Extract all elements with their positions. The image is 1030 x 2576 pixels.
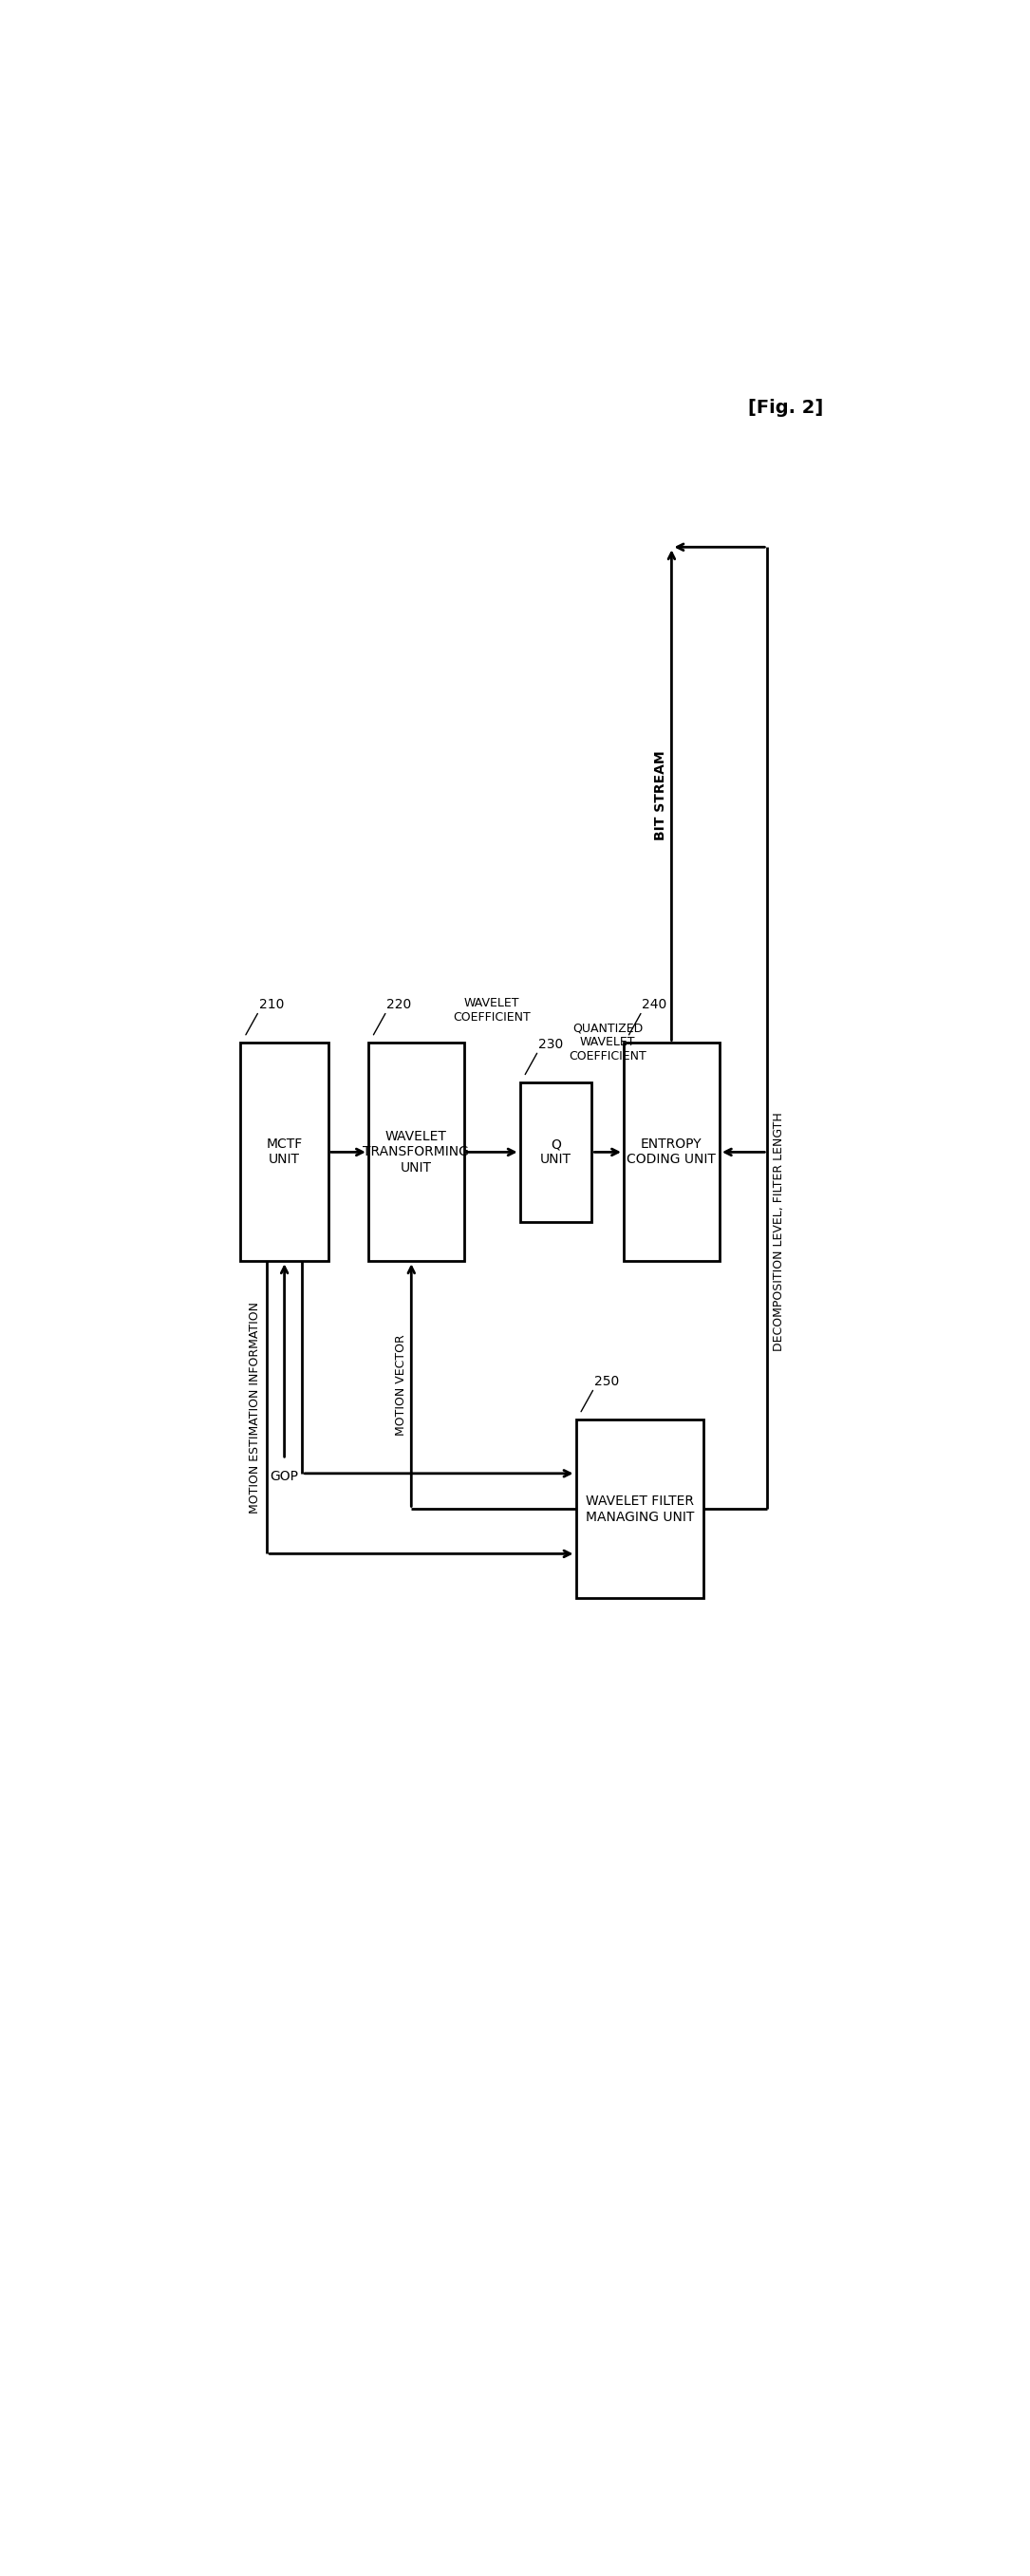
Bar <box>241 1043 329 1262</box>
Text: Q
UNIT: Q UNIT <box>540 1139 572 1167</box>
Bar <box>623 1043 719 1262</box>
Text: QUANTIZED
WAVELET
COEFFICIENT: QUANTIZED WAVELET COEFFICIENT <box>569 1023 647 1064</box>
Text: 220: 220 <box>386 997 412 1012</box>
Text: 250: 250 <box>594 1376 619 1388</box>
Text: DECOMPOSITION LEVEL, FILTER LENGTH: DECOMPOSITION LEVEL, FILTER LENGTH <box>774 1113 786 1350</box>
Text: MCTF
UNIT: MCTF UNIT <box>266 1139 303 1167</box>
Bar <box>369 1043 464 1262</box>
Text: [Fig. 2]: [Fig. 2] <box>748 399 823 417</box>
Text: MOTION ESTIMATION INFORMATION: MOTION ESTIMATION INFORMATION <box>248 1301 261 1512</box>
Text: WAVELET FILTER
MANAGING UNIT: WAVELET FILTER MANAGING UNIT <box>585 1494 694 1522</box>
Text: MOTION VECTOR: MOTION VECTOR <box>394 1334 407 1435</box>
Text: 240: 240 <box>642 997 667 1012</box>
Text: 210: 210 <box>259 997 284 1012</box>
Bar <box>576 1419 703 1597</box>
Text: WAVELET
TRANSFORMING
UNIT: WAVELET TRANSFORMING UNIT <box>363 1131 470 1175</box>
Bar <box>520 1082 591 1221</box>
Text: 230: 230 <box>539 1038 563 1051</box>
Text: WAVELET
COEFFICIENT: WAVELET COEFFICIENT <box>453 997 530 1023</box>
Text: GOP: GOP <box>270 1468 299 1484</box>
Text: ENTROPY
CODING UNIT: ENTROPY CODING UNIT <box>627 1139 716 1167</box>
Text: BIT STREAM: BIT STREAM <box>654 750 667 840</box>
